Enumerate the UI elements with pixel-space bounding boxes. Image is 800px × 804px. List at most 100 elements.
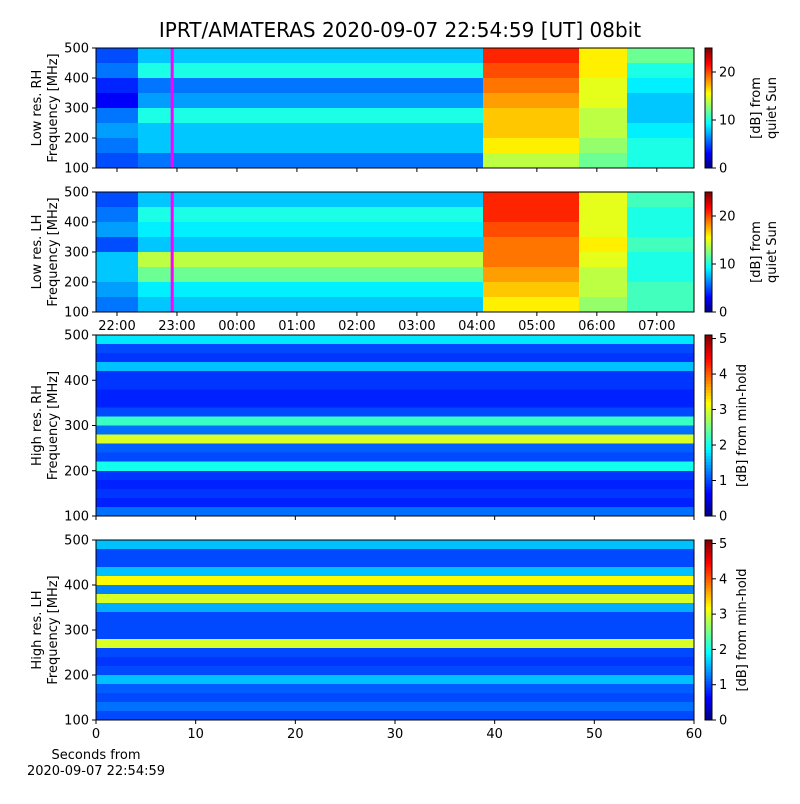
heatmap-cell: [96, 648, 694, 657]
colorbar-label-line: quiet Sun: [765, 221, 780, 283]
colorbar-segment: [705, 702, 712, 706]
heatmap-cell: [626, 267, 694, 282]
heatmap-cell: [96, 371, 694, 381]
colorbar-segment: [705, 136, 712, 139]
heatmap-cell: [96, 630, 694, 639]
colorbar-label: [dB] fromquiet Sun: [749, 77, 780, 139]
y-axis-label-line: Low res. RH: [30, 70, 45, 147]
colorbar-segment: [705, 76, 712, 79]
colorbar-tick-label: 5: [719, 332, 727, 347]
colorbar-segment: [705, 630, 712, 634]
heatmap-cell: [626, 48, 694, 63]
x-tick-label: 30: [387, 727, 404, 742]
colorbar-segment: [705, 407, 712, 411]
colorbar-segment: [705, 274, 712, 277]
colorbar-segment: [705, 142, 712, 145]
colorbar-segment: [705, 244, 712, 247]
heatmap-cell: [626, 108, 694, 123]
colorbar-segment: [705, 130, 712, 133]
heatmap-cell: [137, 267, 483, 282]
colorbar-segment: [705, 543, 712, 547]
colorbar-segment: [705, 419, 712, 423]
colorbar-segment: [705, 104, 712, 107]
y-tick-label: 400: [64, 579, 89, 594]
x-tick-label: 04:00: [458, 319, 495, 334]
colorbar-segment: [705, 380, 712, 384]
heatmap-cell: [96, 470, 694, 480]
colorbar-segment: [705, 296, 712, 299]
heatmap-cell: [96, 416, 694, 426]
y-axis-label-line: Frequency [MHz]: [46, 575, 61, 684]
colorbar-segment: [705, 344, 712, 348]
heatmap-cell: [137, 93, 483, 108]
colorbar-segment: [705, 162, 712, 165]
heatmap-cell: [96, 684, 694, 693]
heatmap-cell: [482, 63, 579, 78]
colorbar-segment: [705, 192, 712, 195]
y-tick-label: 200: [64, 464, 89, 479]
colorbar-segment: [705, 582, 712, 586]
colorbar-segment: [705, 485, 712, 490]
colorbar-segment: [705, 54, 712, 57]
heatmap-cell: [96, 443, 694, 453]
colorbar-segment: [705, 506, 712, 511]
heatmap-cell: [578, 222, 627, 237]
heatmap-cell: [626, 297, 694, 312]
colorbar-segment: [705, 606, 712, 610]
colorbar-segment: [705, 228, 712, 231]
heatmap-cell: [137, 252, 483, 267]
heatmap-cell: [626, 222, 694, 237]
colorbar-segment: [705, 124, 712, 127]
colorbar-segment: [705, 200, 712, 203]
colorbar-segment: [705, 681, 712, 685]
colorbar-segment: [705, 62, 712, 65]
colorbar-segment: [705, 552, 712, 556]
colorbar-segment: [705, 278, 712, 281]
colorbar-segment: [705, 374, 712, 378]
colorbar-segment: [705, 558, 712, 562]
colorbar-segment: [705, 222, 712, 225]
x-tick-label: 05:00: [518, 319, 555, 334]
heatmap-cell: [96, 594, 694, 603]
heatmap-cell: [96, 452, 694, 462]
colorbar-segment: [705, 158, 712, 161]
heatmap-cell: [578, 297, 627, 312]
heatmap-cell: [96, 252, 138, 267]
colorbar-frame: [704, 334, 713, 517]
x-tick-label: 60: [686, 727, 703, 742]
heatmap-cell: [482, 297, 579, 312]
colorbar-segment: [705, 116, 712, 119]
colorbar-segment: [705, 150, 712, 153]
colorbar-segment: [705, 260, 712, 263]
colorbar-segment: [705, 597, 712, 601]
colorbar-segment: [705, 675, 712, 679]
colorbar-segment: [705, 476, 712, 481]
heatmap-cell: [96, 540, 694, 549]
colorbar-tick-label: 5: [719, 537, 727, 552]
colorbar-segment: [705, 434, 712, 439]
y-axis-label: Low res. RHFrequency [MHz]: [30, 53, 61, 162]
heatmap-cell: [96, 711, 694, 720]
colorbar-segment: [705, 705, 712, 709]
heatmap-cell: [96, 389, 694, 399]
heatmap-cell: [137, 192, 483, 207]
colorbar-segment: [705, 48, 712, 51]
colorbar-segment: [705, 282, 712, 285]
heatmap-cell: [482, 252, 579, 267]
heatmap-cell: [96, 123, 138, 138]
colorbar-segment: [705, 308, 712, 311]
heatmap-cell: [578, 48, 627, 63]
colorbar-segment: [705, 276, 712, 279]
colorbar-segment: [705, 98, 712, 101]
y-tick-label: 200: [64, 132, 89, 147]
colorbar-segment: [705, 612, 712, 616]
colorbar-segment: [705, 350, 712, 354]
heatmap-cell: [137, 207, 483, 222]
colorbar-tick-label: 0: [719, 714, 727, 729]
colorbar-segment: [705, 404, 712, 408]
heatmap-cell: [578, 138, 627, 153]
colorbar-segment: [705, 270, 712, 273]
x-tick-label: 0: [92, 727, 100, 742]
heatmap-cell: [578, 78, 627, 93]
colorbar-segment: [705, 564, 712, 568]
